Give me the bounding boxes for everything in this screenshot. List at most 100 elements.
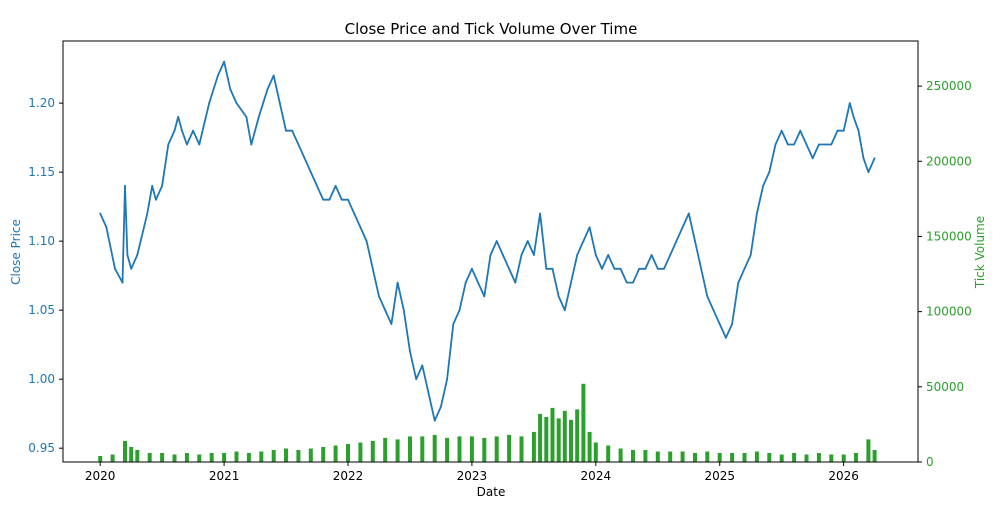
- volume-bar: [98, 456, 103, 462]
- chart-title: Close Price and Tick Volume Over Time: [345, 20, 638, 38]
- volume-bar: [655, 451, 660, 462]
- left-tick-label: 1.20: [28, 96, 55, 110]
- close-price-point: [427, 392, 430, 394]
- close-price-point: [520, 254, 523, 256]
- volume-bar: [222, 453, 227, 462]
- close-price-point: [245, 116, 248, 118]
- volume-bar: [123, 440, 127, 462]
- volume-bar: [693, 453, 697, 462]
- volume-bar: [135, 450, 140, 462]
- close-price-point: [359, 226, 362, 229]
- close-price-point: [477, 281, 479, 284]
- close-price-point: [613, 267, 616, 270]
- close-price-point: [390, 323, 393, 325]
- close-price-point: [105, 226, 108, 229]
- close-price-point: [99, 212, 102, 215]
- close-price-point: [121, 281, 124, 284]
- volume-bar: [804, 454, 809, 462]
- close-price-point: [539, 212, 541, 215]
- volume-bar: [668, 451, 673, 462]
- close-price-point: [644, 267, 647, 270]
- close-price-point: [297, 143, 300, 146]
- volume-bar: [705, 451, 710, 462]
- volume-bar: [680, 451, 685, 462]
- volume-bar: [420, 436, 425, 462]
- plot-layer: [98, 60, 877, 462]
- close-price-point: [712, 309, 715, 312]
- volume-bar: [593, 442, 598, 462]
- close-price-point: [811, 157, 814, 160]
- close-price-point: [588, 226, 591, 229]
- volume-bar: [457, 436, 462, 462]
- close-price-point: [495, 240, 498, 243]
- close-price-point: [186, 143, 188, 146]
- close-price-point: [687, 212, 690, 215]
- volume-bar: [643, 450, 648, 462]
- close-price-point: [545, 267, 548, 270]
- close-price-point: [433, 419, 436, 422]
- volume-bar: [494, 436, 499, 462]
- close-price-point: [257, 116, 260, 118]
- volume-bar: [259, 451, 264, 462]
- volume-bar: [271, 450, 276, 462]
- close-price-point: [217, 74, 219, 77]
- left-axis-label: Close Price: [9, 219, 23, 285]
- right-tick-label: 0: [926, 455, 934, 469]
- close-price-point: [452, 323, 455, 325]
- close-price-point: [483, 295, 486, 298]
- close-price-point: [272, 74, 275, 77]
- volume-bar: [606, 445, 611, 462]
- left-tick-label: 1.10: [28, 234, 55, 248]
- volume-bar: [358, 442, 363, 462]
- close-price-point: [340, 198, 343, 201]
- close-price-point: [458, 309, 461, 312]
- volume-bar: [792, 453, 797, 462]
- x-tick-label: 2023: [457, 469, 488, 483]
- volume-bar: [370, 440, 375, 462]
- close-price-point: [508, 267, 510, 270]
- volume-bar: [395, 439, 400, 462]
- plot-frame: [62, 40, 919, 463]
- close-price-point: [780, 129, 783, 132]
- close-price-point: [867, 171, 870, 174]
- close-price-point: [731, 323, 733, 325]
- close-price-point: [774, 143, 777, 146]
- close-price-point: [625, 281, 628, 284]
- close-price-point: [334, 185, 337, 187]
- close-price-point: [749, 254, 752, 256]
- close-price-point: [250, 143, 253, 146]
- x-tick-label: 2020: [85, 469, 116, 483]
- close-price-point: [551, 267, 554, 270]
- close-price-point: [309, 171, 312, 174]
- close-price-point: [415, 378, 418, 381]
- volume-bar: [209, 453, 214, 462]
- close-price-point: [384, 309, 387, 312]
- volume-bar: [854, 453, 858, 462]
- close-price-point: [857, 129, 860, 132]
- close-price-point: [836, 129, 839, 132]
- volume-bar: [544, 416, 549, 462]
- close-price-point: [862, 157, 865, 160]
- close-price-point: [830, 143, 833, 146]
- close-price-point: [223, 60, 226, 63]
- close-price-point: [378, 295, 380, 298]
- close-price-point: [446, 378, 448, 381]
- volume-bar: [408, 436, 412, 462]
- volume-bar: [816, 453, 821, 462]
- close-price-point: [768, 171, 771, 174]
- volume-bar: [519, 436, 524, 462]
- close-price-point: [756, 212, 758, 215]
- volume-bar: [246, 453, 251, 462]
- close-price-point: [285, 129, 287, 132]
- close-price-point: [126, 254, 129, 256]
- close-price-point: [502, 254, 504, 256]
- close-price-point: [161, 185, 164, 187]
- volume-bar: [742, 453, 747, 462]
- close-price-point: [303, 157, 306, 160]
- volume-bar: [550, 407, 555, 462]
- volume-bar: [575, 409, 580, 462]
- close-price-point: [737, 281, 740, 284]
- left-tick-label: 0.95: [28, 441, 55, 455]
